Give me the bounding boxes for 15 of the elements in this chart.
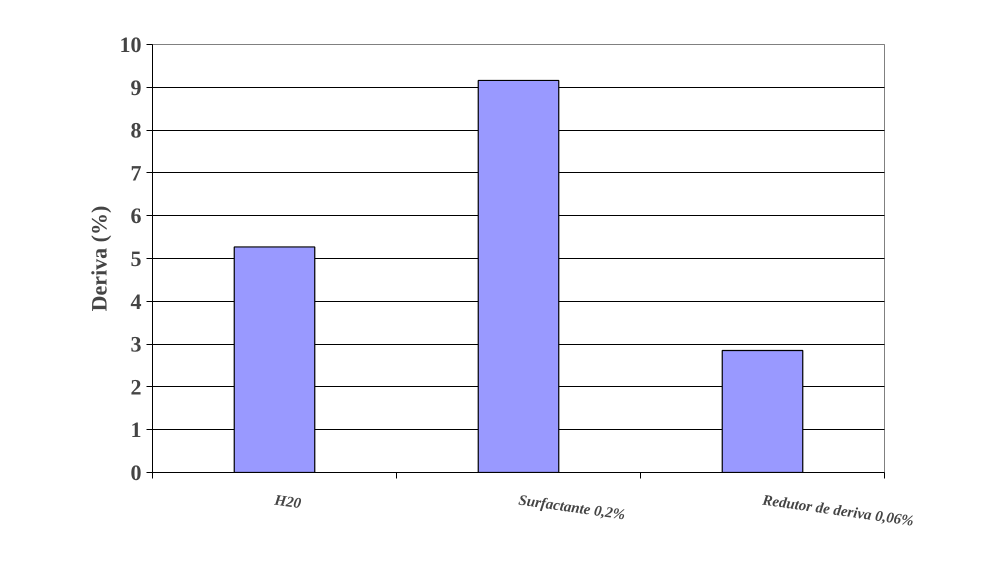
y-tick-label: 1 (130, 417, 142, 442)
y-tick-label: 8 (130, 118, 142, 143)
y-tick-label: 4 (130, 288, 142, 314)
y-tick-label: 2 (130, 374, 142, 400)
y-tick-label: 7 (130, 160, 142, 186)
y-axis-title: Deriva (%) (86, 206, 112, 312)
y-tick-label: 5 (130, 246, 142, 271)
x-tick-label: H20 (272, 492, 303, 512)
y-tick-label: 9 (130, 74, 142, 100)
y-tick-label: 3 (130, 332, 142, 357)
y-tick-label: 10 (120, 32, 142, 57)
y-tick-label: 6 (130, 203, 142, 228)
x-tick-label: Redutor de deriva 0,06% (760, 492, 915, 530)
y-tick-label: 0 (130, 460, 142, 485)
x-tick-label: Surfactante 0,2% (517, 492, 626, 524)
